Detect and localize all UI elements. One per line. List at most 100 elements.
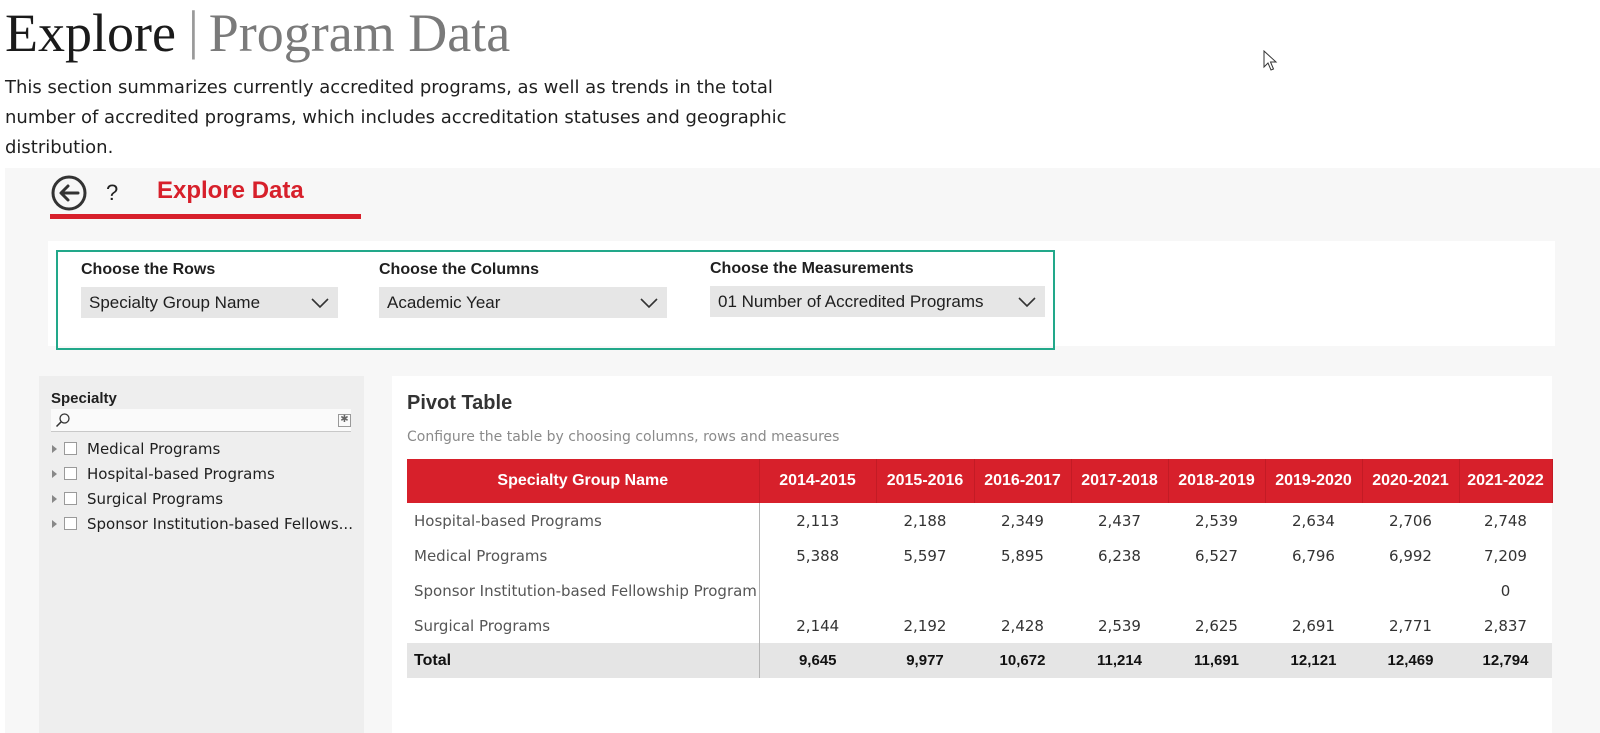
slicer-search-bar: ✱	[51, 409, 351, 432]
measurements-dropdown-value: 01 Number of Accredited Programs	[718, 292, 984, 311]
columns-dropdown-value: Academic Year	[387, 293, 501, 312]
row-header: Surgical Programs	[407, 608, 760, 643]
table-cell: 2,771	[1389, 616, 1432, 635]
table-cell	[1362, 573, 1459, 608]
checkbox[interactable]	[64, 442, 77, 455]
slicer-item-sponsor-institution[interactable]: Sponsor Institution-based Fellows...	[51, 511, 353, 536]
table-cell	[1168, 573, 1265, 608]
column-header[interactable]: 2020-2021	[1362, 459, 1460, 503]
table-cell: 6,527	[1195, 546, 1238, 565]
expand-icon[interactable]	[52, 444, 57, 453]
slicer-item-hospital-based-programs[interactable]: Hospital-based Programs	[51, 461, 353, 486]
slicer-search-input[interactable]	[75, 410, 329, 430]
expand-icon[interactable]	[52, 469, 57, 478]
column-header[interactable]: 2015-2016	[876, 459, 975, 503]
page-title: Explore | Program Data	[5, 0, 511, 64]
table-cell	[974, 573, 1071, 608]
table-cell: 5,597	[903, 546, 947, 565]
rows-dropdown[interactable]: Specialty Group Name	[81, 287, 338, 318]
pivot-panel: Pivot Table Configure the table by choos…	[392, 376, 1553, 733]
slicer-item-label: Surgical Programs	[87, 489, 224, 508]
title-underline	[50, 214, 361, 219]
table-cell: 2,625	[1195, 616, 1238, 635]
back-arrow-icon[interactable]	[51, 175, 87, 211]
checkbox[interactable]	[64, 517, 77, 530]
table-cell	[1265, 573, 1362, 608]
table-cell: 2,349	[1001, 511, 1044, 530]
slicer-item-surgical-programs[interactable]: Surgical Programs	[51, 486, 353, 511]
columns-dropdown[interactable]: Academic Year	[379, 287, 667, 318]
table-cell	[759, 573, 876, 608]
explore-data-title: Explore Data	[157, 177, 304, 204]
intro-description: This section summarizes currently accred…	[5, 77, 787, 158]
page-title-sub: Program Data	[208, 3, 511, 63]
slicer-title: Specialty	[51, 390, 117, 407]
slicer-list: Medical Programs Hospital-based Programs…	[51, 436, 353, 536]
selector-frame	[56, 250, 1055, 350]
slicer-item-label: Sponsor Institution-based Fellows...	[87, 514, 353, 533]
rows-selector-group: Choose the Rows Specialty Group Name	[81, 261, 338, 318]
table-header-row: Specialty Group Name 2014-2015 2015-2016…	[407, 459, 1553, 503]
column-header[interactable]: 2019-2020	[1265, 459, 1363, 503]
page-title-main: Explore	[5, 3, 176, 63]
table-row: Medical Programs 5,388 5,597 5,895 6,238…	[407, 538, 1552, 573]
total-cell: 11,214	[1071, 643, 1168, 678]
chevron-down-icon	[1018, 297, 1036, 308]
table-cell: 2,437	[1098, 511, 1141, 530]
column-header[interactable]: Specialty Group Name	[407, 459, 760, 503]
total-cell: 12,794	[1459, 643, 1552, 678]
total-cell: 12,121	[1265, 643, 1362, 678]
measurements-selector-group: Choose the Measurements 01 Number of Acc…	[710, 260, 1045, 317]
columns-selector-label: Choose the Columns	[379, 261, 540, 278]
table-cell: 2,691	[1292, 616, 1335, 635]
pivot-title: Pivot Table	[407, 392, 513, 414]
table-cell: 6,992	[1389, 546, 1432, 565]
column-header[interactable]: 2014-2015	[759, 459, 877, 503]
table-cell: 5,388	[796, 546, 840, 565]
measurements-selector-label: Choose the Measurements	[710, 260, 914, 277]
table-cell: 2,144	[796, 616, 840, 635]
total-cell: 9,645	[759, 643, 876, 678]
slicer-item-label: Medical Programs	[87, 439, 221, 458]
table-row: Hospital-based Programs 2,113 2,188 2,34…	[407, 503, 1552, 538]
total-cell: 10,672	[974, 643, 1071, 678]
table-cell: 2,634	[1292, 511, 1335, 530]
columns-selector-group: Choose the Columns Academic Year	[379, 261, 667, 318]
table-cell	[1071, 573, 1168, 608]
checkbox[interactable]	[64, 492, 77, 505]
table-cell: 2,192	[903, 616, 947, 635]
total-cell: 11,691	[1168, 643, 1265, 678]
expand-icon[interactable]	[52, 494, 57, 503]
chevron-down-icon	[311, 298, 329, 309]
checkbox[interactable]	[64, 467, 77, 480]
total-row: Total 9,645 9,977 10,672 11,214 11,691 1…	[407, 643, 1552, 678]
total-cell: 12,469	[1362, 643, 1459, 678]
table-cell	[876, 573, 974, 608]
table-cell: 2,539	[1195, 511, 1238, 530]
expand-icon[interactable]	[52, 519, 57, 528]
page-title-separator: |	[187, 0, 199, 60]
table-cell: 2,748	[1484, 511, 1527, 530]
column-header[interactable]: 2021-2022	[1459, 459, 1553, 503]
column-header[interactable]: 2016-2017	[974, 459, 1072, 503]
column-header[interactable]: 2017-2018	[1071, 459, 1169, 503]
table-cell: 7,209	[1484, 546, 1527, 565]
row-header: Medical Programs	[407, 538, 760, 573]
slicer-item-medical-programs[interactable]: Medical Programs	[51, 436, 353, 461]
table-cell: 2,113	[796, 511, 840, 530]
row-header: Hospital-based Programs	[407, 503, 760, 538]
measurements-dropdown[interactable]: 01 Number of Accredited Programs	[710, 286, 1045, 317]
specialty-slicer: Specialty ✱ Medical Programs Hospital-ba…	[39, 376, 364, 733]
chevron-down-icon	[640, 298, 658, 309]
slicer-item-label: Hospital-based Programs	[87, 464, 275, 483]
table-cell: 0	[1500, 581, 1511, 600]
table-cell: 2,837	[1484, 616, 1527, 635]
column-header[interactable]: 2018-2019	[1168, 459, 1266, 503]
selector-card: Choose the Rows Specialty Group Name Cho…	[48, 241, 1555, 350]
clear-selections-icon[interactable]: ✱	[338, 414, 351, 427]
table-cell: 6,796	[1292, 546, 1335, 565]
rows-dropdown-value: Specialty Group Name	[89, 293, 261, 312]
help-icon[interactable]: ?	[106, 180, 119, 205]
table-row: Surgical Programs 2,144 2,192 2,428 2,53…	[407, 608, 1552, 643]
pivot-subtitle: Configure the table by choosing columns,…	[407, 429, 840, 445]
